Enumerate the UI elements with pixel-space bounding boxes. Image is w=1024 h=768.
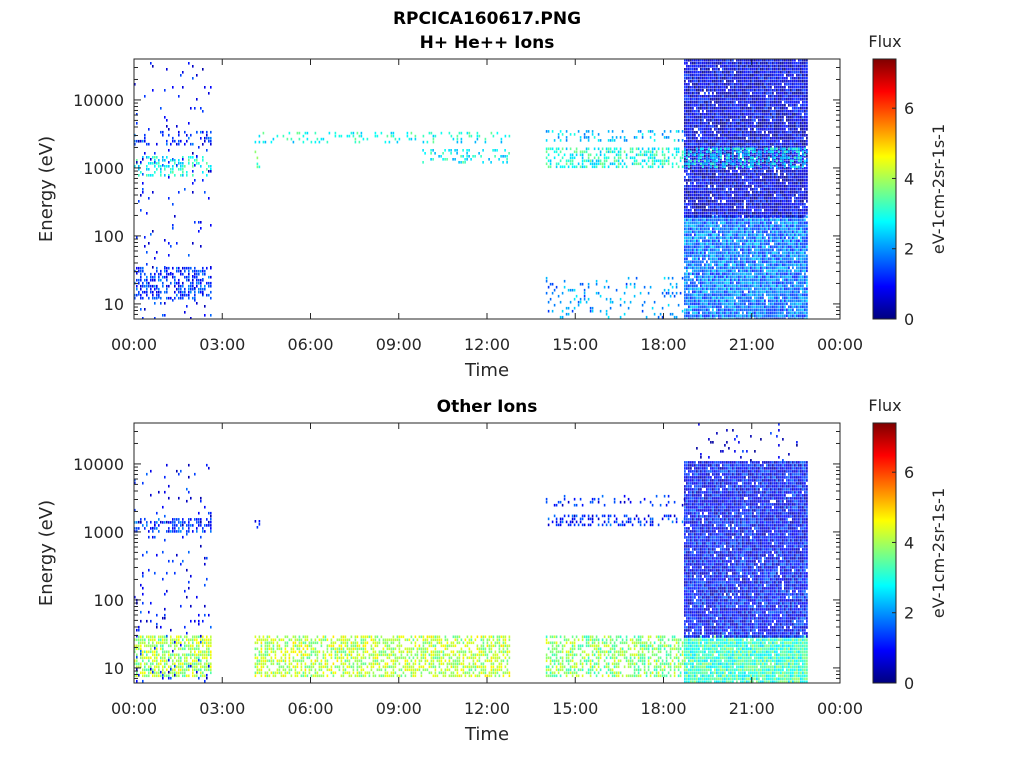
- panel-title: H+ He++ Ions: [420, 33, 555, 53]
- flux-band: [684, 635, 808, 683]
- y-tick-label: 1000: [83, 159, 124, 178]
- colorbar-ticks: 0 2 4 6: [892, 99, 914, 329]
- x-axis: 00:00 03:00 06:00 09:00 12:00 15:00 18:00 21:00…: [111, 423, 863, 718]
- x-tick-label: 09:00: [376, 335, 422, 354]
- colorbar-title: Flux: [868, 32, 901, 51]
- y-tick-label: 100: [93, 227, 124, 246]
- flux-band: [684, 461, 808, 638]
- flux-band: [134, 266, 212, 300]
- x-tick-label: 12:00: [464, 335, 510, 354]
- colorbar-gradient: [872, 422, 897, 684]
- x-tick-label: 06:00: [287, 335, 333, 354]
- flux-band: [254, 520, 261, 529]
- x-tick-label: 15:00: [552, 335, 598, 354]
- y-axis: 10 100 1000 10000: [73, 58, 840, 320]
- x-tick-label: 21:00: [729, 335, 775, 354]
- spectrogram-marks: [134, 59, 808, 319]
- colorbar-ticks: 0 2 4 6: [892, 463, 914, 693]
- spectrogram-marks: [134, 423, 808, 683]
- x-tick-label: 06:00: [287, 699, 333, 718]
- flux-band: [545, 130, 684, 142]
- x-axis-label: Time: [464, 360, 509, 381]
- flux-band: [545, 635, 686, 678]
- colorbar-tick-label: 2: [904, 240, 914, 259]
- x-tick-label: 18:00: [640, 335, 686, 354]
- y-axis-label: Energy (eV): [36, 500, 57, 606]
- figure-title: RPCICA160617.PNG: [393, 9, 581, 29]
- x-tick-label: 00:00: [111, 699, 157, 718]
- y-tick-label: 10: [104, 295, 124, 314]
- colorbar-tick-label: 4: [904, 169, 914, 188]
- y-tick-label: 100: [93, 591, 124, 610]
- panel-h-he-ions: H+ He++ Ions 00:00 03:00 06:00 09:00 12:00 15…: [36, 32, 948, 381]
- x-axis-label: Time: [464, 724, 509, 745]
- colorbar: Flux 0 2 4 6 eV-1cm-2sr-1s-1: [868, 32, 948, 329]
- x-tick-label: 00:00: [111, 335, 157, 354]
- panel-other-ions: Other Ions 00:00 03:00 06:00 09:00 12:00 15:0…: [36, 396, 948, 745]
- colorbar-tick-label: 6: [904, 463, 914, 482]
- y-axis: 10 100 1000 10000: [73, 422, 840, 684]
- colorbar-tick-label: 0: [904, 310, 914, 329]
- y-tick-label: 10000: [73, 91, 124, 110]
- x-tick-label: 03:00: [199, 699, 245, 718]
- flux-band: [545, 494, 686, 507]
- colorbar: Flux 0 2 4 6 eV-1cm-2sr-1s-1: [868, 396, 948, 693]
- flux-band: [547, 514, 686, 527]
- flux-band: [254, 131, 511, 144]
- flux-band: [134, 635, 212, 678]
- x-tick-label: 00:00: [817, 699, 863, 718]
- x-tick-label: 00:00: [817, 335, 863, 354]
- y-tick-label: 10000: [73, 455, 124, 474]
- flux-band: [254, 635, 511, 678]
- panel-title: Other Ions: [437, 397, 538, 417]
- y-tick-label: 1000: [83, 523, 124, 542]
- colorbar-tick-label: 0: [904, 674, 914, 693]
- x-tick-label: 18:00: [640, 699, 686, 718]
- flux-band: [422, 149, 510, 164]
- colorbar-label: eV-1cm-2sr-1s-1: [929, 488, 948, 618]
- flux-band: [545, 276, 684, 319]
- flux-band: [684, 215, 808, 319]
- colorbar-label: eV-1cm-2sr-1s-1: [929, 124, 948, 254]
- colorbar-tick-label: 2: [904, 604, 914, 623]
- colorbar-title: Flux: [868, 396, 901, 415]
- y-tick-label: 10: [104, 659, 124, 678]
- x-axis: 00:00 03:00 06:00 09:00 12:00 15:00 18:00 21:00…: [111, 59, 863, 354]
- colorbar-tick-label: 6: [904, 99, 914, 118]
- flux-band: [134, 62, 212, 319]
- x-tick-label: 03:00: [199, 335, 245, 354]
- flux-band: [545, 147, 686, 169]
- colorbar-tick-label: 4: [904, 533, 914, 552]
- x-tick-label: 21:00: [729, 699, 775, 718]
- flux-band: [696, 423, 798, 462]
- flux-band: [134, 130, 212, 146]
- flux-band: [684, 147, 808, 169]
- x-tick-label: 12:00: [464, 699, 510, 718]
- x-tick-label: 15:00: [552, 699, 598, 718]
- colorbar-gradient: [872, 58, 897, 320]
- y-axis-label: Energy (eV): [36, 136, 57, 242]
- flux-band: [134, 518, 212, 533]
- flux-band: [684, 59, 808, 218]
- flux-band: [134, 463, 212, 683]
- flux-band: [254, 150, 261, 169]
- x-tick-label: 09:00: [376, 699, 422, 718]
